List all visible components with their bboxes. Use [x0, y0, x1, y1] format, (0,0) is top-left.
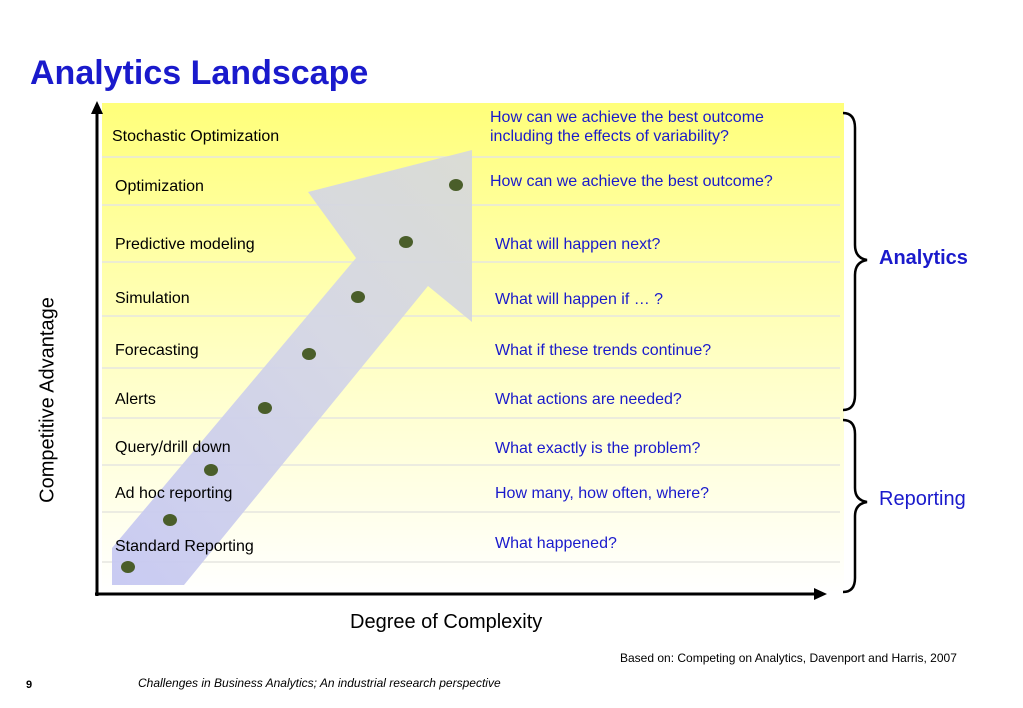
stage-label-predictive-modeling: Predictive modeling	[115, 236, 255, 253]
stage-dot	[121, 561, 135, 573]
stage-dot	[399, 236, 413, 248]
stage-dot	[449, 179, 463, 191]
stage-dot	[351, 291, 365, 303]
page-title: Analytics Landscape	[30, 54, 369, 92]
x-axis-arrowhead	[814, 588, 827, 600]
growth-arrow	[112, 150, 472, 585]
question-query-drill-down: What exactly is the problem?	[495, 440, 701, 457]
source-citation: Based on: Competing on Analytics, Davenp…	[620, 651, 957, 665]
group-label-analytics: Analytics	[879, 247, 968, 269]
stage-label-ad-hoc-reporting: Ad hoc reporting	[115, 485, 233, 502]
stage-label-query-drill-down: Query/drill down	[115, 439, 231, 456]
stage-dot	[204, 464, 218, 476]
question-alerts: What actions are needed?	[495, 391, 682, 408]
question-simulation: What will happen if … ?	[495, 291, 664, 308]
question-standard-reporting: What happened?	[495, 535, 617, 552]
axes	[91, 101, 827, 600]
question-stochastic-optimization: How can we achieve the best outcome incl…	[490, 109, 764, 145]
stage-dot	[302, 348, 316, 360]
question-forecasting: What if these trends continue?	[495, 342, 712, 359]
stage-label-simulation: Simulation	[115, 290, 190, 307]
footer-text: Challenges in Business Analytics; An ind…	[138, 676, 501, 690]
group-label-reporting: Reporting	[879, 488, 966, 510]
stage-label-standard-reporting: Standard Reporting	[115, 538, 254, 555]
analytics-brace	[842, 111, 868, 412]
reporting-brace	[842, 418, 868, 594]
stage-dot	[163, 514, 177, 526]
stage-dots	[121, 179, 463, 573]
y-axis-arrowhead	[91, 101, 103, 114]
stage-label-forecasting: Forecasting	[115, 342, 199, 359]
stage-dot	[258, 402, 272, 414]
x-axis-label: Degree of Complexity	[350, 611, 543, 633]
stage-label-alerts: Alerts	[115, 391, 156, 408]
question-optimization: How can we achieve the best outcome?	[490, 173, 773, 190]
page-number: 9	[26, 679, 33, 691]
y-axis-label: Competitive Advantage	[36, 297, 59, 503]
question-ad-hoc-reporting: How many, how often, where?	[495, 485, 710, 502]
stage-label-optimization: Optimization	[115, 178, 204, 195]
stage-label-stochastic-optimization: Stochastic Optimization	[112, 128, 280, 145]
question-predictive-modeling: What will happen next?	[495, 236, 661, 253]
